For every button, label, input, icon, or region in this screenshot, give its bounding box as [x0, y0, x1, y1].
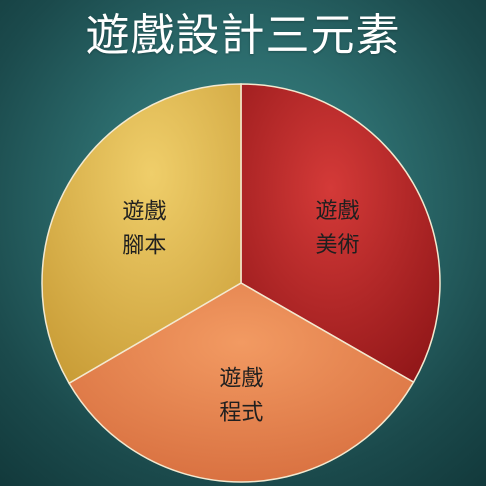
slice-label-1: 遊戲程式 — [219, 366, 263, 425]
pie-slice-0 — [240, 83, 441, 384]
slice-label-2: 遊戲腳本 — [122, 200, 166, 259]
slice-label-line: 遊戲 — [219, 366, 263, 391]
slice-label-line: 遊戲 — [122, 200, 166, 225]
slice-label-0: 遊戲美術 — [315, 199, 359, 258]
slice-label-line: 美術 — [315, 233, 359, 258]
slice-label-line: 程式 — [219, 400, 263, 425]
pie-slice-1 — [68, 282, 415, 483]
chart-title: 遊戲設計三元素 — [85, 10, 401, 61]
pie-slice-2 — [41, 83, 242, 385]
slice-label-line: 腳本 — [122, 234, 166, 259]
slice-label-line: 遊戲 — [315, 199, 359, 224]
